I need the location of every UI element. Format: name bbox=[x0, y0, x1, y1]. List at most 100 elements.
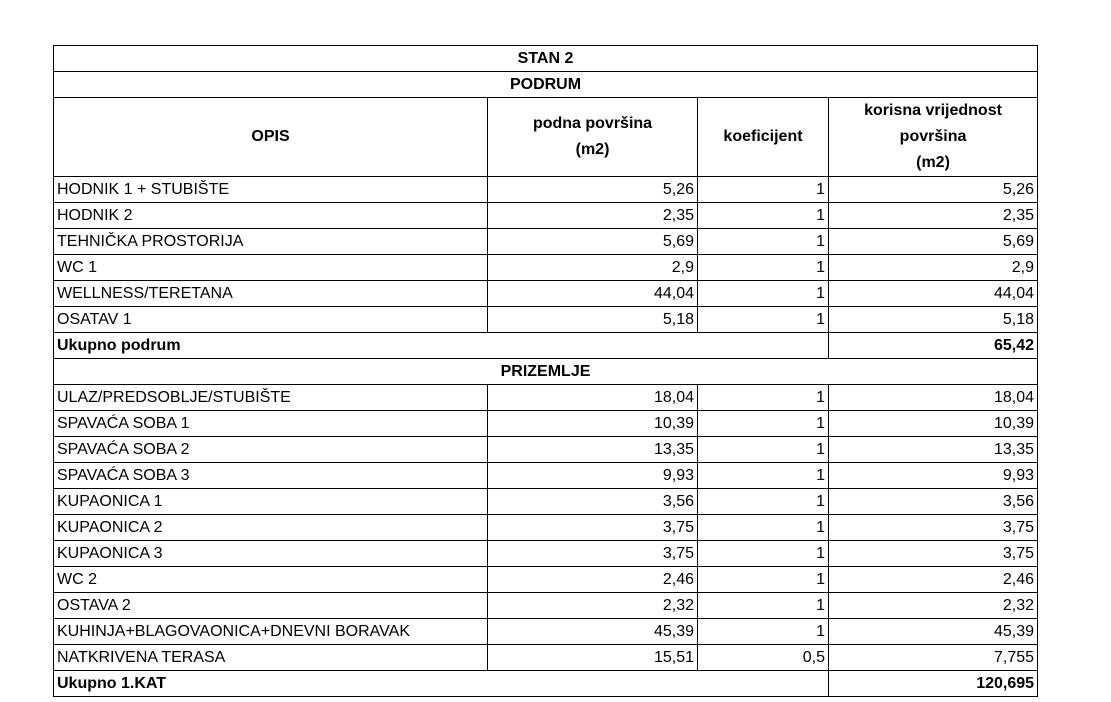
cell: 1 bbox=[697, 462, 829, 489]
cell: 1 bbox=[697, 566, 829, 593]
data-row: WC 2 2,46 1 2,46 bbox=[53, 566, 1039, 593]
cell: 5,69 bbox=[827, 228, 1039, 255]
cell: 3,75 bbox=[827, 514, 1039, 541]
data-row: KUHINJA+BLAGOVAONICA+DNEVNI BORAVAK 45,39… bbox=[53, 618, 1039, 645]
cell: 3,75 bbox=[487, 540, 698, 567]
cell: 10,39 bbox=[827, 410, 1039, 437]
cell: 18,04 bbox=[827, 384, 1039, 411]
cell: 3,56 bbox=[487, 488, 698, 515]
cell: SPAVAĆA SOBA 2 bbox=[53, 436, 488, 463]
data-row: WC 1 2,9 1 2,9 bbox=[53, 254, 1039, 281]
cell: 5,69 bbox=[487, 228, 698, 255]
cell: 1 bbox=[697, 384, 829, 411]
cell: 9,93 bbox=[487, 462, 698, 489]
data-row: HODNIK 1 + STUBIŠTE 5,26 1 5,26 bbox=[53, 176, 1039, 203]
cell: 7,755 bbox=[827, 644, 1039, 671]
cell: HODNIK 1 + STUBIŠTE bbox=[53, 176, 488, 203]
cell: STAN 2 bbox=[52, 45, 1039, 72]
cell: 0,5 bbox=[697, 644, 829, 671]
cell: 13,35 bbox=[487, 436, 698, 463]
total-row: Ukupno 1.KAT 120,695 bbox=[53, 670, 1039, 697]
data-row: SPAVAĆA SOBA 3 9,93 1 9,93 bbox=[53, 462, 1039, 489]
header-row: OPIS podna površina (m2) koeficijent korisn… bbox=[53, 97, 1039, 177]
cell: KUHINJA+BLAGOVAONICA+DNEVNI BORAVAK bbox=[53, 618, 488, 645]
cell: 3,75 bbox=[827, 540, 1039, 567]
data-row: HODNIK 2 2,35 1 2,35 bbox=[53, 202, 1039, 229]
cell: Ukupno podrum bbox=[53, 332, 829, 359]
cell: 1 bbox=[697, 254, 829, 281]
data-row: KUPAONICA 3 3,75 1 3,75 bbox=[53, 540, 1039, 567]
cell: OSTAVA 2 bbox=[53, 592, 488, 619]
cell: 2,9 bbox=[827, 254, 1039, 281]
cell: SPAVAĆA SOBA 1 bbox=[53, 410, 488, 437]
cell: 1 bbox=[697, 410, 829, 437]
cell: 2,35 bbox=[487, 202, 698, 229]
cell: 1 bbox=[697, 176, 829, 203]
cell: 5,18 bbox=[827, 306, 1039, 333]
cell: 44,04 bbox=[487, 280, 698, 307]
data-row: KUPAONICA 2 3,75 1 3,75 bbox=[53, 514, 1039, 541]
data-row: ULAZ/PREDSOBLJE/STUBIŠTE 18,04 1 18,04 bbox=[53, 384, 1039, 411]
cell: 2,35 bbox=[827, 202, 1039, 229]
section-row: PRIZEMLJE bbox=[52, 358, 1039, 385]
title-row: STAN 2 bbox=[52, 45, 1039, 72]
cell: 44,04 bbox=[827, 280, 1039, 307]
cell: 5,26 bbox=[487, 176, 698, 203]
cell: KUPAONICA 3 bbox=[53, 540, 488, 567]
cell: 45,39 bbox=[487, 618, 698, 645]
cell: 1 bbox=[697, 488, 829, 515]
data-row: KUPAONICA 1 3,56 1 3,56 bbox=[53, 488, 1039, 515]
section-row: PODRUM bbox=[52, 71, 1039, 98]
cell: 3,75 bbox=[487, 514, 698, 541]
cell: 1 bbox=[697, 280, 829, 307]
cell: koeficijent bbox=[697, 97, 829, 177]
cell: 18,04 bbox=[487, 384, 698, 411]
cell: 2,46 bbox=[827, 566, 1039, 593]
cell: 2,32 bbox=[827, 592, 1039, 619]
cell: 2,32 bbox=[487, 592, 698, 619]
cell: ULAZ/PREDSOBLJE/STUBIŠTE bbox=[53, 384, 488, 411]
total-row: Ukupno podrum 65,42 bbox=[53, 332, 1039, 359]
data-row: NATKRIVENA TERASA 15,51 0,5 7,755 bbox=[53, 644, 1039, 671]
data-row: OSATAV 1 5,18 1 5,18 bbox=[53, 306, 1039, 333]
cell: 1 bbox=[697, 514, 829, 541]
cell: OSATAV 1 bbox=[53, 306, 488, 333]
cell: NATKRIVENA TERASA bbox=[53, 644, 488, 671]
cell: SPAVAĆA SOBA 3 bbox=[53, 462, 488, 489]
cell: HODNIK 2 bbox=[53, 202, 488, 229]
cell: 10,39 bbox=[487, 410, 698, 437]
cell: 1 bbox=[697, 592, 829, 619]
table: STAN 2 PODRUM OPIS podna površina (m2) koefi… bbox=[52, 45, 1039, 697]
cell: WC 2 bbox=[53, 566, 488, 593]
cell: 9,93 bbox=[827, 462, 1039, 489]
cell: 5,18 bbox=[487, 306, 698, 333]
cell: PODRUM bbox=[52, 71, 1039, 98]
cell: KUPAONICA 1 bbox=[53, 488, 488, 515]
cell: PRIZEMLJE bbox=[52, 358, 1039, 385]
cell: 1 bbox=[697, 618, 829, 645]
data-row: SPAVAĆA SOBA 2 13,35 1 13,35 bbox=[53, 436, 1039, 463]
cell: OPIS bbox=[53, 97, 488, 177]
cell: 15,51 bbox=[487, 644, 698, 671]
cell: 3,56 bbox=[827, 488, 1039, 515]
cell: 2,46 bbox=[487, 566, 698, 593]
cell: 1 bbox=[697, 228, 829, 255]
data-row: TEHNIČKA PROSTORIJA 5,69 1 5,69 bbox=[53, 228, 1039, 255]
cell: 1 bbox=[697, 306, 829, 333]
cell: 120,695 bbox=[827, 670, 1039, 697]
cell: KUPAONICA 2 bbox=[53, 514, 488, 541]
cell: korisna vrijednost površina (m2) bbox=[827, 97, 1039, 177]
cell: 2,9 bbox=[487, 254, 698, 281]
data-row: OSTAVA 2 2,32 1 2,32 bbox=[53, 592, 1039, 619]
data-row: SPAVAĆA SOBA 1 10,39 1 10,39 bbox=[53, 410, 1039, 437]
cell: 45,39 bbox=[827, 618, 1039, 645]
cell: WELLNESS/TERETANA bbox=[53, 280, 488, 307]
cell: WC 1 bbox=[53, 254, 488, 281]
cell: 1 bbox=[697, 202, 829, 229]
cell: 13,35 bbox=[827, 436, 1039, 463]
data-row: WELLNESS/TERETANA 44,04 1 44,04 bbox=[53, 280, 1039, 307]
cell: 65,42 bbox=[827, 332, 1039, 359]
cell: Ukupno 1.KAT bbox=[53, 670, 829, 697]
cell: 1 bbox=[697, 436, 829, 463]
